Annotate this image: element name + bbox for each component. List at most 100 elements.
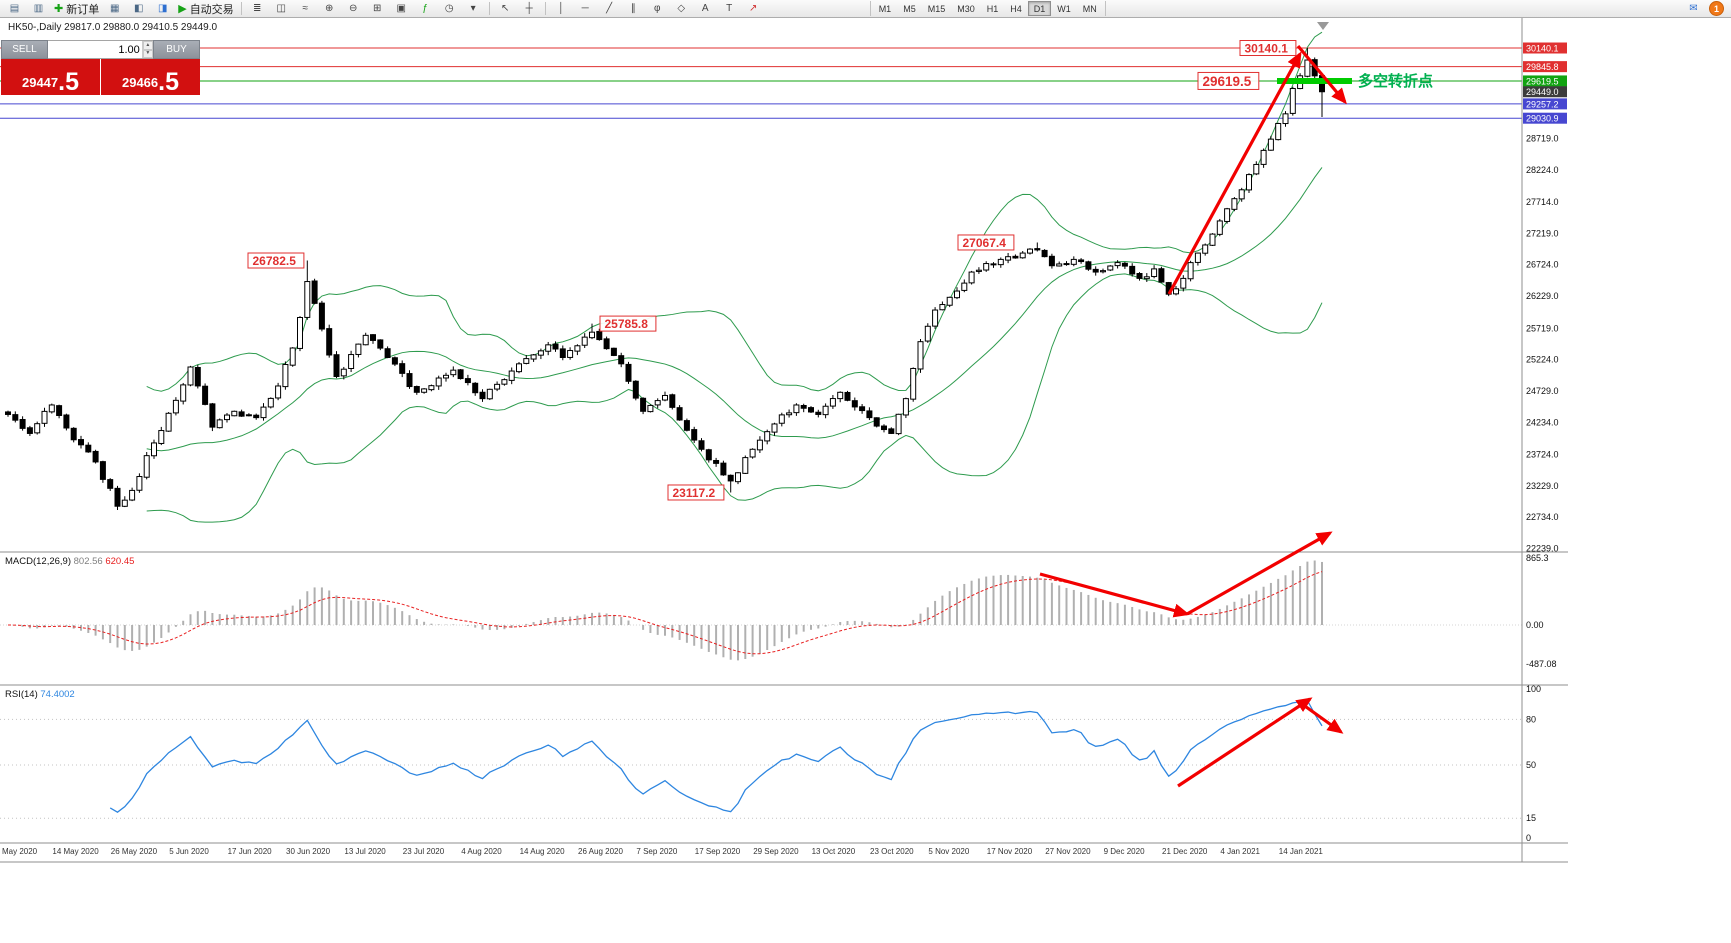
crosshair-icon[interactable]: ┼	[518, 0, 541, 18]
timeframe-W1[interactable]: W1	[1051, 1, 1077, 16]
new-order-button[interactable]: ✚ 新订单	[51, 0, 102, 18]
svg-text:29257.2: 29257.2	[1526, 99, 1559, 109]
line-chart-icon[interactable]: ≈	[294, 0, 317, 18]
tile-glyph: ⊞	[372, 3, 382, 14]
volume-up-button[interactable]: ▲	[142, 41, 153, 50]
annotations: 多空转折点 30140.1 29619.5 26782.5 25785.8 27067.4…	[247, 40, 1433, 788]
svg-text:MACD(12,26,9) 802.56 620.45: MACD(12,26,9) 802.56 620.45	[5, 556, 134, 567]
timeframe-MN[interactable]: MN	[1077, 1, 1103, 16]
terminal-icon[interactable]: ◨	[151, 0, 174, 18]
toolbar-separator	[488, 2, 490, 15]
market-watch-icon[interactable]: ▦	[103, 0, 126, 18]
svg-text:27714.0: 27714.0	[1526, 197, 1559, 207]
timeframe-M5[interactable]: M5	[897, 1, 922, 16]
svg-text:May 2020: May 2020	[2, 847, 38, 856]
price-callout-box	[247, 252, 305, 269]
svg-text:28719.0: 28719.0	[1526, 133, 1559, 143]
candlesticks	[5, 48, 1325, 510]
svg-text:30 Jun 2020: 30 Jun 2020	[286, 847, 331, 856]
svg-text:13 Oct 2020: 13 Oct 2020	[812, 847, 856, 856]
svg-text:4 Jan 2021: 4 Jan 2021	[1220, 847, 1260, 856]
autotrading-label: 自动交易	[189, 3, 234, 16]
sell-button[interactable]: SELL	[1, 40, 48, 59]
sell-price-int: 29447	[21, 75, 59, 90]
volume-input[interactable]	[48, 41, 142, 58]
auto-arrange-icon[interactable]: ▣	[390, 0, 413, 18]
trendline-icon[interactable]: ╱	[598, 0, 621, 18]
timeframe-M30[interactable]: M30	[951, 1, 981, 16]
arrows-icon[interactable]: ↗	[742, 0, 765, 18]
chart-window: HK50-,Daily 29817.0 29880.0 29410.5 2944…	[0, 18, 1568, 943]
timeframe-D1[interactable]: D1	[1027, 1, 1052, 16]
price-callout-box	[957, 234, 1015, 251]
tile-windows-icon[interactable]: ⊞	[366, 0, 389, 18]
svg-text:5 Jun 2020: 5 Jun 2020	[169, 847, 209, 856]
buy-button[interactable]: BUY	[153, 40, 200, 59]
price-chart-canvas[interactable]: 30140.129845.829619.529449.029257.229030…	[0, 18, 1568, 943]
templates-icon[interactable]: ▾	[462, 0, 485, 18]
hline-glyph: ─	[581, 3, 589, 14]
trend-arrow	[1039, 572, 1190, 618]
cursor-icon[interactable]: ↖	[494, 0, 517, 18]
svg-text:24729.0: 24729.0	[1526, 386, 1559, 396]
svg-text:21 Dec 2020: 21 Dec 2020	[1162, 847, 1208, 856]
label-icon[interactable]: T	[718, 0, 741, 18]
svg-text:13 Jul 2020: 13 Jul 2020	[344, 847, 386, 856]
horizontal-line-icon[interactable]: ─	[574, 0, 597, 18]
buy-price-box[interactable]: 29466.5	[101, 59, 200, 95]
timeframe-H4[interactable]: H4	[1004, 1, 1028, 16]
svg-text:14 Jan 2021: 14 Jan 2021	[1279, 847, 1324, 856]
notification-badge[interactable]: 1	[1709, 1, 1724, 16]
crosshair-glyph: ┼	[525, 3, 533, 14]
autotrading-button[interactable]: ▶ 自动交易	[175, 0, 236, 18]
svg-text:23 Jul 2020: 23 Jul 2020	[403, 847, 445, 856]
periods-icon[interactable]: ◷	[438, 0, 461, 18]
zoom-out-icon[interactable]: ⊖	[342, 0, 365, 18]
one-click-trading-widget: SELL ▲ ▼ BUY 29447.5 29466.5	[1, 40, 200, 95]
svg-text:14 May 2020: 14 May 2020	[52, 847, 99, 856]
fibonacci-icon[interactable]: φ	[646, 0, 669, 18]
svg-text:23 Oct 2020: 23 Oct 2020	[870, 847, 914, 856]
autotrading-play-icon: ▶	[178, 3, 187, 15]
bar-chart-icon[interactable]: ≣	[246, 0, 269, 18]
timeframe-M15[interactable]: M15	[922, 1, 952, 16]
trend-arrow	[1177, 697, 1313, 788]
vertical-line-icon[interactable]: │	[550, 0, 573, 18]
timeframe-M1[interactable]: M1	[873, 1, 898, 16]
volume-down-button[interactable]: ▼	[142, 49, 153, 58]
pivot-text: 多空转折点	[1358, 72, 1433, 90]
svg-text:29449.0: 29449.0	[1526, 87, 1559, 97]
indicators-icon[interactable]: ƒ	[414, 0, 437, 18]
svg-text:27219.0: 27219.0	[1526, 228, 1559, 238]
shapes-icon[interactable]: ◇	[670, 0, 693, 18]
shapes-glyph: ◇	[677, 3, 686, 14]
mail-icon[interactable]: ✉	[1682, 0, 1705, 18]
price-callout-text: 25785.8	[605, 317, 649, 331]
svg-text:29845.8: 29845.8	[1526, 62, 1559, 72]
text-icon[interactable]: A	[694, 0, 717, 18]
templates-glyph: ▾	[470, 3, 476, 14]
new-chart-icon[interactable]: ▤	[3, 0, 26, 18]
zoom-in-icon[interactable]: ⊕	[318, 0, 341, 18]
svg-text:26724.0: 26724.0	[1526, 260, 1559, 270]
profiles-icon[interactable]: ▥	[27, 0, 50, 18]
svg-text:17 Sep 2020: 17 Sep 2020	[695, 847, 741, 856]
navigator-icon[interactable]: ◧	[127, 0, 150, 18]
volume-spinner: ▲ ▼	[141, 41, 153, 58]
price-callout-box	[667, 484, 725, 501]
mail-glyph: ✉	[1689, 3, 1698, 14]
channel-icon[interactable]: ∥	[622, 0, 645, 18]
candlestick-chart-icon[interactable]: ◫	[270, 0, 293, 18]
sell-price-dec: .5	[58, 67, 79, 96]
sell-price-box[interactable]: 29447.5	[1, 59, 100, 95]
label-glyph: T	[726, 3, 733, 14]
vline-glyph: │	[558, 3, 565, 14]
svg-text:26 Aug 2020: 26 Aug 2020	[578, 847, 623, 856]
svg-text:15: 15	[1526, 813, 1536, 823]
trend-arrow	[1301, 702, 1344, 734]
timeframe-H1[interactable]: H1	[981, 1, 1005, 16]
fibonacci-glyph: φ	[653, 3, 661, 14]
svg-text:26229.0: 26229.0	[1526, 291, 1559, 301]
date-axis: May 2020 14 May 2020 26 May 2020 5 Jun 2020…	[2, 847, 1323, 856]
